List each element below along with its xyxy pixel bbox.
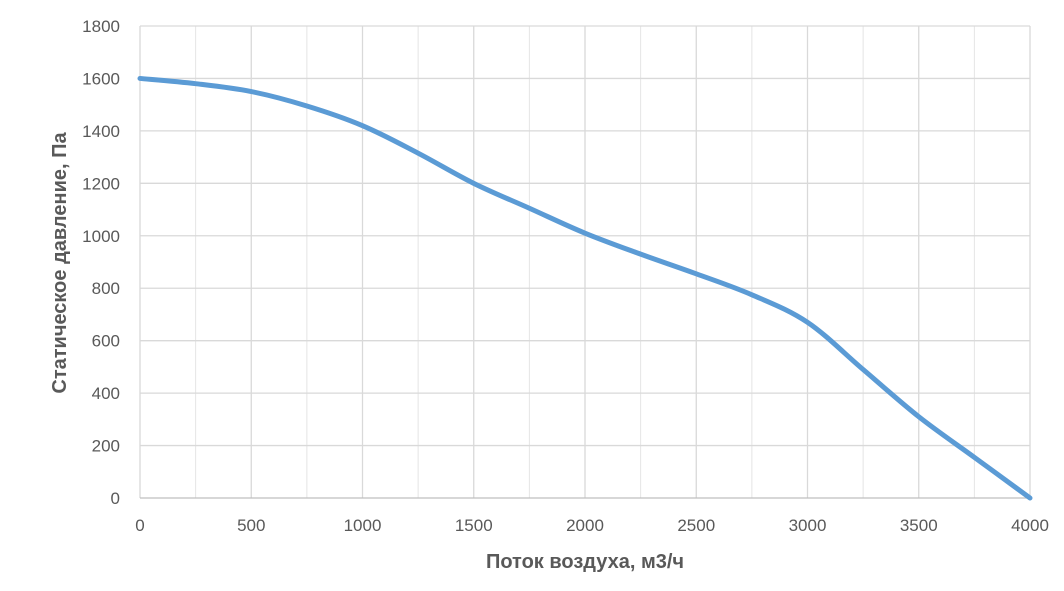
x-tick-label: 3000 [789, 516, 827, 535]
y-tick-label: 1600 [82, 69, 120, 88]
x-tick-label: 2000 [566, 516, 604, 535]
y-tick-label: 200 [92, 437, 120, 456]
gridlines [139, 25, 1031, 499]
x-axis-title: Поток воздуха, м3/ч [486, 551, 684, 573]
x-tick-label: 500 [237, 516, 265, 535]
y-tick-label: 600 [92, 332, 120, 351]
y-tick-label: 400 [92, 384, 120, 403]
y-tick-label: 800 [92, 279, 120, 298]
y-tick-label: 1400 [82, 122, 120, 141]
y-tick-label: 1200 [82, 174, 120, 193]
x-tick-label: 2500 [677, 516, 715, 535]
y-tick-label: 1800 [82, 17, 120, 36]
x-tick-label: 0 [135, 516, 144, 535]
series-line [137, 75, 1033, 501]
y-axis-title: Статическое давление, Па [49, 132, 71, 394]
series-group [137, 75, 1033, 501]
x-tick-label: 4000 [1011, 516, 1049, 535]
y-tick-labels: 0 200 400 600 800 1000 1200 1400 1600 1800 [82, 17, 120, 508]
y-tick-label: 1000 [82, 227, 120, 246]
x-tick-label: 1500 [455, 516, 493, 535]
x-tick-label: 1000 [344, 516, 382, 535]
x-tick-labels: 0 500 1000 1500 2000 2500 3000 3500 4000 [135, 516, 1049, 535]
y-tick-label: 0 [111, 489, 120, 508]
x-tick-label: 3500 [900, 516, 938, 535]
